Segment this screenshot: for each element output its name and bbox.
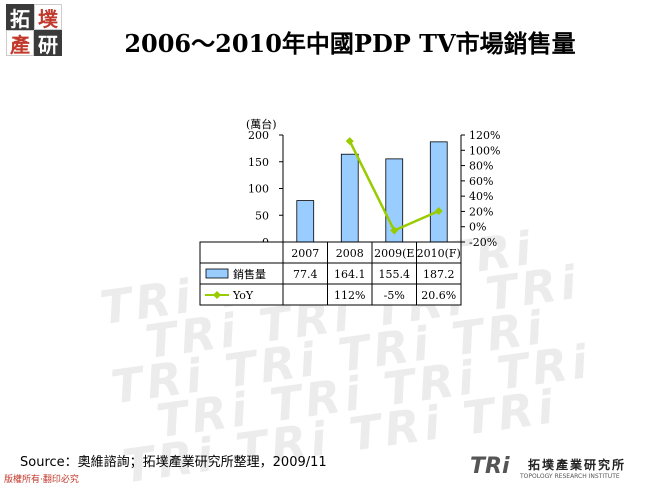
y-tick-label: 200	[248, 129, 269, 142]
y2-tick-label: -20%	[469, 236, 497, 249]
data-label: -5%	[384, 289, 405, 302]
y2-tick-label: 20%	[469, 205, 493, 218]
copyright-note: 版權所有‧翻印必究	[4, 475, 79, 485]
brand-name: 拓墣產業研究所	[528, 458, 627, 472]
x-tick-label: 2007	[291, 247, 319, 260]
y2-tick-label: 60%	[469, 175, 493, 188]
legend-swatch-bar	[205, 268, 229, 279]
y2-tick-label: 120%	[469, 129, 500, 142]
data-label: 112%	[334, 289, 365, 302]
chart: (萬台) 050100150200-20%0%20%40%60%80%100%1…	[199, 117, 500, 306]
bar	[340, 153, 359, 243]
yoy-point	[345, 137, 354, 146]
x-tick-label: 2008	[336, 247, 364, 260]
y-axis-unit-label: (萬台)	[246, 117, 277, 131]
bar	[429, 141, 448, 243]
y-tick-label: 50	[255, 209, 269, 222]
x-tick-label: 2010(F)	[417, 247, 461, 260]
data-label: 155.4	[379, 268, 411, 281]
y-tick-label: 150	[248, 156, 269, 169]
y2-tick-label: 100%	[469, 144, 500, 157]
logo-badge: 拓 墣 產 研	[6, 4, 64, 58]
data-label: 20.6%	[421, 289, 456, 302]
y2-tick-label: 40%	[469, 190, 493, 203]
logo-char: 產	[6, 30, 34, 57]
data-label: 77.4	[293, 268, 318, 281]
y-tick-label: 100	[248, 183, 269, 196]
yoy-point	[434, 206, 443, 215]
source-note: Source：奧維諮詢；拓墣產業研究所整理，2009/11	[20, 455, 327, 470]
y2-tick-label: 0%	[469, 221, 486, 234]
bar	[296, 200, 315, 243]
brand-mark: TRi	[470, 454, 510, 479]
x-tick-label: 2009(E	[374, 247, 414, 260]
yoy-point	[390, 226, 399, 235]
y2-tick-label: 80%	[469, 160, 493, 173]
brand-logo: TRi 拓墣產業研究所 TOPOLOGY RESEARCH INSTITUTE	[470, 454, 645, 484]
data-label: 164.1	[334, 268, 366, 281]
page-title: 2006～2010年中國PDP TV市場銷售量	[124, 29, 576, 58]
logo-char: 研	[34, 30, 62, 57]
data-label: 187.2	[423, 268, 455, 281]
brand-name-en: TOPOLOGY RESEARCH INSTITUTE	[520, 473, 620, 480]
data-table	[199, 241, 462, 306]
logo-char: 拓	[6, 4, 34, 31]
legend-label: 銷售量	[233, 267, 266, 281]
legend-swatch-point	[213, 291, 221, 299]
logo-char: 墣	[34, 4, 62, 31]
legend-label: YoY	[232, 289, 254, 302]
